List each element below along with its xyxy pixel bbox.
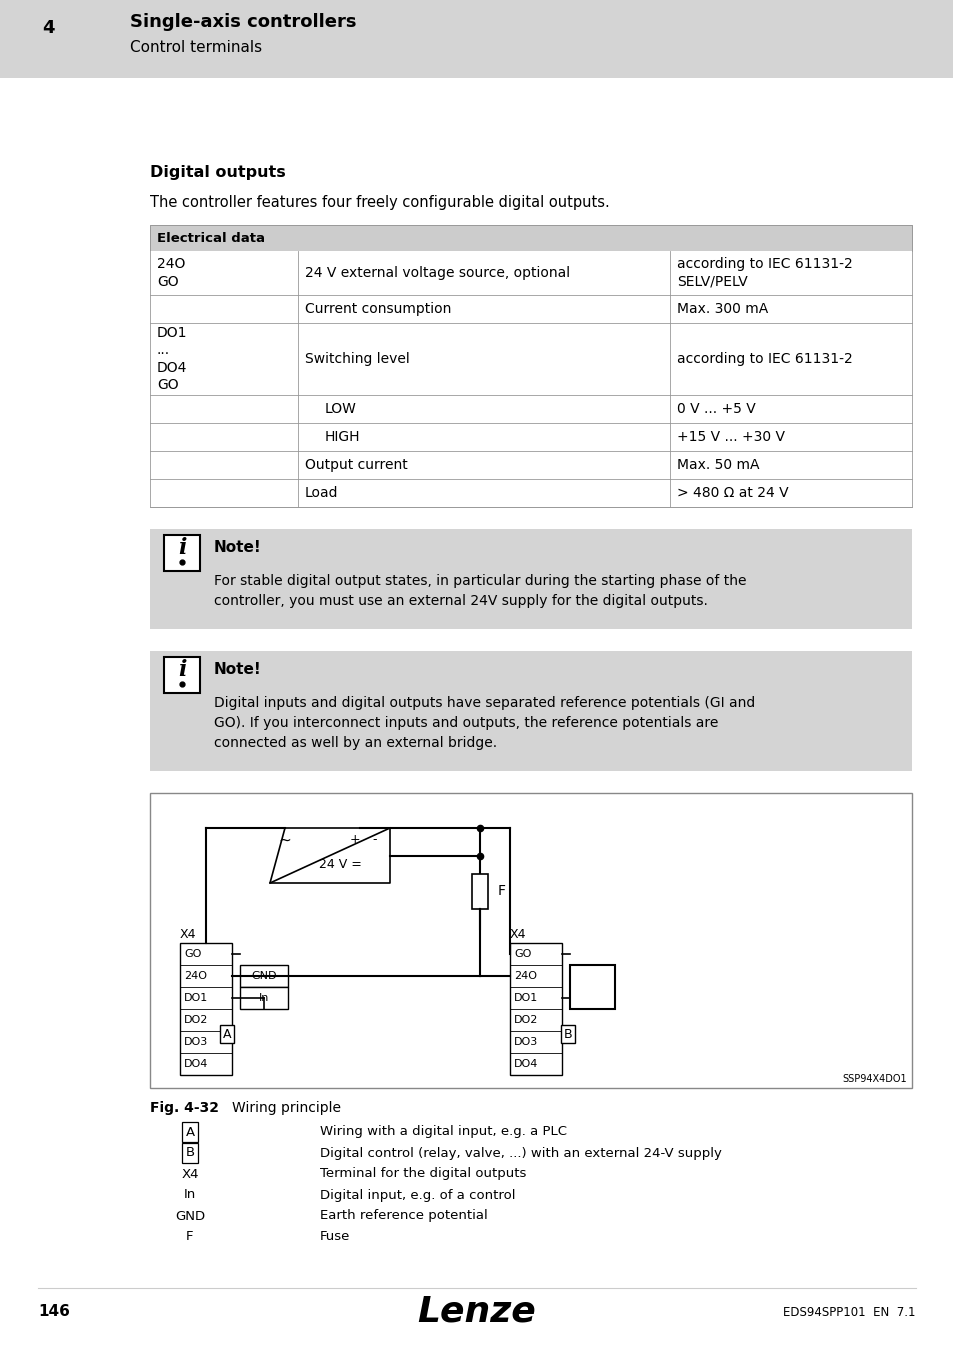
Text: Note!: Note!: [213, 662, 261, 676]
Text: HIGH: HIGH: [325, 431, 360, 444]
Text: 4: 4: [42, 19, 54, 36]
Text: Electrical data: Electrical data: [157, 231, 265, 244]
Bar: [240, 965, 288, 987]
Text: Current consumption: Current consumption: [305, 302, 451, 316]
Text: The controller features four freely configurable digital outputs.: The controller features four freely conf…: [150, 196, 609, 211]
Bar: [510, 944, 561, 1075]
Text: DO1
...
DO4
GO: DO1 ... DO4 GO: [157, 327, 188, 392]
Text: DO4: DO4: [184, 1058, 208, 1069]
Bar: [0, 0, 953, 78]
Text: In: In: [258, 994, 269, 1003]
Text: Max. 50 mA: Max. 50 mA: [677, 458, 759, 472]
Text: DO4: DO4: [514, 1058, 537, 1069]
Text: Wiring principle: Wiring principle: [232, 1102, 340, 1115]
Text: Wiring with a digital input, e.g. a PLC: Wiring with a digital input, e.g. a PLC: [319, 1126, 566, 1138]
Bar: [150, 451, 911, 479]
Text: Digital outputs: Digital outputs: [150, 166, 286, 181]
Text: +: +: [350, 833, 360, 846]
Text: GND: GND: [251, 971, 276, 981]
Text: according to IEC 61131-2: according to IEC 61131-2: [677, 352, 852, 366]
Text: Output current: Output current: [305, 458, 407, 472]
Text: according to IEC 61131-2
SELV/PELV: according to IEC 61131-2 SELV/PELV: [677, 258, 852, 289]
Text: B: B: [563, 1027, 572, 1041]
Bar: [240, 987, 288, 1008]
Bar: [164, 535, 200, 571]
Bar: [150, 225, 911, 508]
Text: Digital input, e.g. of a control: Digital input, e.g. of a control: [319, 1188, 515, 1202]
Text: Load: Load: [305, 486, 338, 500]
Text: X4: X4: [180, 929, 196, 941]
Bar: [150, 225, 911, 251]
Bar: [150, 396, 911, 423]
Bar: [569, 965, 615, 1008]
Text: 24 V external voltage source, optional: 24 V external voltage source, optional: [305, 266, 570, 279]
Text: DO2: DO2: [514, 1015, 537, 1025]
Bar: [150, 651, 911, 771]
Bar: [150, 479, 911, 508]
Text: -: -: [373, 833, 376, 846]
Text: F: F: [497, 884, 505, 898]
Text: GND: GND: [174, 1210, 205, 1223]
Text: Fuse: Fuse: [319, 1230, 350, 1243]
Text: 24 V =: 24 V =: [318, 859, 361, 872]
Text: GO: GO: [184, 949, 201, 958]
Text: Digital inputs and digital outputs have separated reference potentials (GI and
G: Digital inputs and digital outputs have …: [213, 697, 755, 751]
Text: Switching level: Switching level: [305, 352, 410, 366]
Text: 146: 146: [38, 1304, 70, 1319]
Text: DO3: DO3: [184, 1037, 208, 1048]
Text: Control terminals: Control terminals: [130, 40, 262, 55]
Text: DO2: DO2: [184, 1015, 208, 1025]
Bar: [150, 423, 911, 451]
Text: 24O
GO: 24O GO: [157, 258, 185, 289]
Text: i: i: [177, 537, 186, 559]
Text: B: B: [185, 1146, 194, 1160]
Text: In: In: [184, 1188, 196, 1202]
Text: EDS94SPP101  EN  7.1: EDS94SPP101 EN 7.1: [782, 1305, 915, 1319]
Text: X4: X4: [510, 929, 526, 941]
Bar: [164, 657, 200, 693]
Bar: [472, 873, 488, 909]
Text: Fig. 4-32: Fig. 4-32: [150, 1102, 219, 1115]
Text: DO1: DO1: [514, 994, 537, 1003]
Text: Max. 300 mA: Max. 300 mA: [677, 302, 767, 316]
Text: Earth reference potential: Earth reference potential: [319, 1210, 487, 1223]
Bar: [150, 251, 911, 296]
Text: F: F: [186, 1230, 193, 1243]
Bar: [150, 529, 911, 629]
Text: Single-axis controllers: Single-axis controllers: [130, 14, 356, 31]
Text: Lenze: Lenze: [417, 1295, 536, 1328]
Text: SSP94X4DO1: SSP94X4DO1: [841, 1075, 906, 1084]
Text: X4: X4: [181, 1168, 198, 1180]
Text: 24O: 24O: [514, 971, 537, 981]
Text: ~: ~: [277, 833, 291, 848]
Bar: [150, 296, 911, 323]
Text: A: A: [222, 1027, 231, 1041]
Text: 24O: 24O: [184, 971, 207, 981]
Text: Digital control (relay, valve, ...) with an external 24-V supply: Digital control (relay, valve, ...) with…: [319, 1146, 721, 1160]
Text: DO1: DO1: [184, 994, 208, 1003]
Bar: [180, 944, 232, 1075]
Text: LOW: LOW: [325, 402, 356, 416]
Text: > 480 Ω at 24 V: > 480 Ω at 24 V: [677, 486, 788, 500]
Text: For stable digital output states, in particular during the starting phase of the: For stable digital output states, in par…: [213, 574, 745, 608]
Text: GO: GO: [514, 949, 531, 958]
Text: Terminal for the digital outputs: Terminal for the digital outputs: [319, 1168, 526, 1180]
Text: Note!: Note!: [213, 540, 261, 555]
Text: +15 V ... +30 V: +15 V ... +30 V: [677, 431, 784, 444]
Bar: [150, 323, 911, 396]
Text: DO3: DO3: [514, 1037, 537, 1048]
Text: 0 V ... +5 V: 0 V ... +5 V: [677, 402, 755, 416]
Bar: [150, 792, 911, 1088]
Text: i: i: [177, 659, 186, 680]
Text: A: A: [185, 1126, 194, 1138]
